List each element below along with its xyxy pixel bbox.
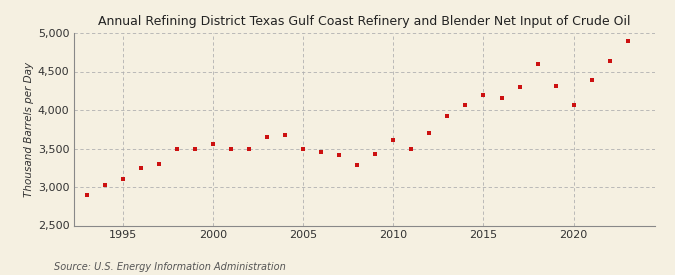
Point [82, 193, 92, 198]
Point [388, 138, 399, 142]
Point [352, 163, 362, 167]
Point [244, 147, 254, 152]
Point [225, 147, 236, 152]
Point [496, 95, 507, 100]
Point [532, 62, 543, 66]
Point [442, 114, 453, 118]
Point [604, 59, 615, 63]
Point [550, 84, 561, 88]
Point [171, 147, 182, 152]
Point [587, 78, 597, 82]
Point [424, 131, 435, 135]
Point [514, 85, 525, 89]
Point [478, 92, 489, 97]
Text: Source: U.S. Energy Information Administration: Source: U.S. Energy Information Administ… [54, 262, 286, 272]
Point [406, 147, 416, 152]
Title: Annual Refining District Texas Gulf Coast Refinery and Blender Net Input of Crud: Annual Refining District Texas Gulf Coas… [99, 15, 630, 28]
Point [334, 152, 345, 157]
Point [136, 166, 146, 170]
Point [568, 103, 579, 108]
Point [622, 39, 633, 43]
Point [208, 142, 219, 146]
Point [316, 150, 327, 155]
Point [298, 147, 308, 152]
Point [460, 103, 471, 108]
Point [117, 176, 128, 181]
Point [279, 133, 290, 138]
Point [99, 183, 110, 187]
Y-axis label: Thousand Barrels per Day: Thousand Barrels per Day [24, 62, 34, 197]
Point [154, 162, 165, 166]
Point [262, 135, 273, 139]
Point [370, 152, 381, 156]
Point [190, 146, 200, 151]
